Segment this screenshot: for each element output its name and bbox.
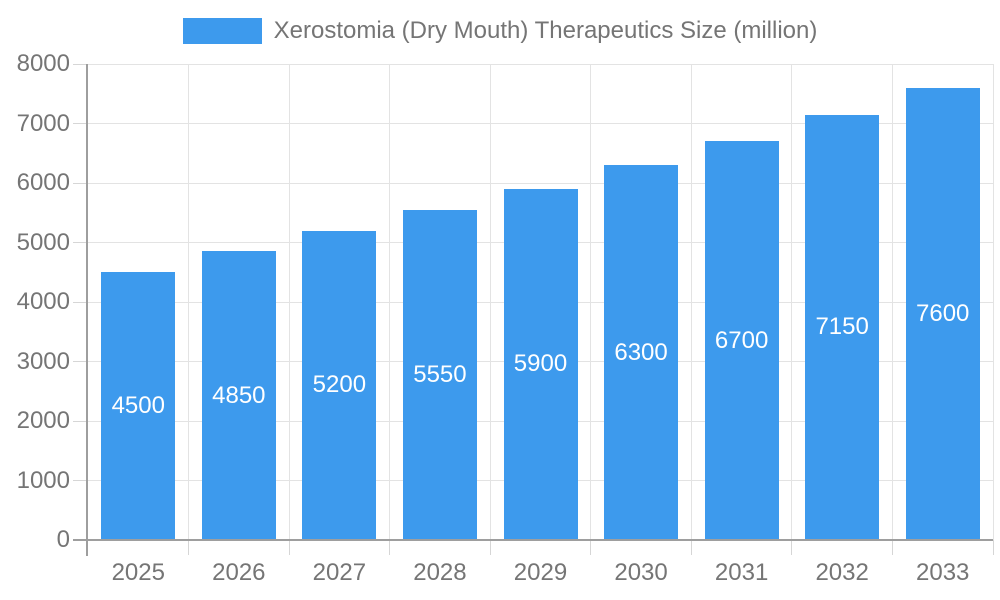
bar-value-label: 4850 — [212, 381, 266, 409]
bar[interactable] — [905, 87, 980, 540]
y-tick-label: 7000 — [16, 109, 70, 137]
x-axis-tick — [389, 540, 391, 555]
v-gridline — [288, 64, 290, 540]
v-gridline — [389, 64, 391, 540]
y-axis-tick — [73, 242, 88, 243]
y-axis-tick — [73, 123, 88, 124]
x-axis-tick — [791, 540, 793, 555]
legend-label: Xerostomia (Dry Mouth) Therapeutics Size… — [273, 17, 818, 44]
y-tick-label: 5000 — [16, 228, 70, 256]
x-tick-label: 2026 — [212, 559, 266, 586]
v-gridline — [690, 64, 692, 540]
x-axis-tick — [690, 540, 692, 555]
legend-color-swatch — [182, 18, 262, 44]
y-tick-label: 3000 — [16, 347, 70, 375]
v-gridline — [188, 64, 190, 540]
bar[interactable] — [805, 114, 880, 540]
h-gridline — [88, 123, 993, 124]
bar[interactable] — [604, 165, 679, 540]
v-gridline — [791, 64, 793, 540]
bar-value-label: 7150 — [815, 313, 869, 341]
bar[interactable] — [704, 141, 779, 540]
bar[interactable] — [302, 230, 377, 540]
x-axis-tick — [188, 540, 190, 555]
y-tick-label: 0 — [56, 526, 70, 553]
h-gridline — [88, 63, 993, 65]
x-axis-tick — [992, 540, 994, 555]
x-axis-tick — [590, 540, 592, 555]
y-tick-label: 1000 — [16, 466, 70, 494]
bar-value-label: 7600 — [916, 299, 970, 327]
x-tick-label: 2029 — [513, 559, 568, 586]
x-tick-label: 2033 — [916, 559, 970, 586]
y-tick-label: 2000 — [16, 407, 70, 434]
bar-value-label: 5900 — [513, 350, 568, 378]
y-axis-tick — [73, 182, 88, 184]
x-tick-label: 2032 — [815, 559, 869, 586]
x-axis-tick — [288, 540, 290, 555]
x-tick-label: 2030 — [614, 559, 668, 586]
bar-value-label: 6700 — [714, 326, 769, 354]
x-tick-label: 2025 — [111, 559, 165, 586]
x-tick-label: 2027 — [312, 559, 367, 586]
bar-value-label: 4500 — [111, 392, 165, 420]
x-axis-tick — [891, 540, 893, 555]
y-axis-tick — [73, 301, 88, 303]
bar-value-label: 5200 — [312, 371, 367, 399]
y-tick-label: 8000 — [16, 50, 70, 77]
x-axis-tick — [489, 540, 491, 555]
x-tick-label: 2031 — [714, 559, 769, 586]
bar[interactable] — [101, 272, 176, 540]
x-tick-label: 2028 — [413, 559, 467, 586]
bar[interactable] — [402, 209, 477, 540]
y-axis-line — [86, 64, 88, 556]
x-axis-line — [73, 539, 993, 541]
v-gridline — [489, 64, 491, 540]
y-tick-label: 6000 — [16, 169, 70, 196]
bar[interactable] — [503, 188, 578, 540]
h-gridline — [88, 182, 993, 184]
v-gridline — [891, 64, 893, 540]
bar[interactable] — [201, 251, 276, 540]
v-gridline — [992, 64, 994, 540]
bar-value-label: 5550 — [413, 360, 467, 388]
y-axis-tick — [73, 361, 88, 362]
chart-legend-item[interactable]: Xerostomia (Dry Mouth) Therapeutics Size… — [0, 17, 1000, 45]
y-axis-tick — [73, 480, 88, 481]
y-tick-label: 4000 — [16, 288, 70, 315]
y-axis-tick — [73, 420, 88, 422]
v-gridline — [590, 64, 592, 540]
bar-value-label: 6300 — [614, 338, 668, 366]
y-axis-tick — [73, 63, 88, 65]
